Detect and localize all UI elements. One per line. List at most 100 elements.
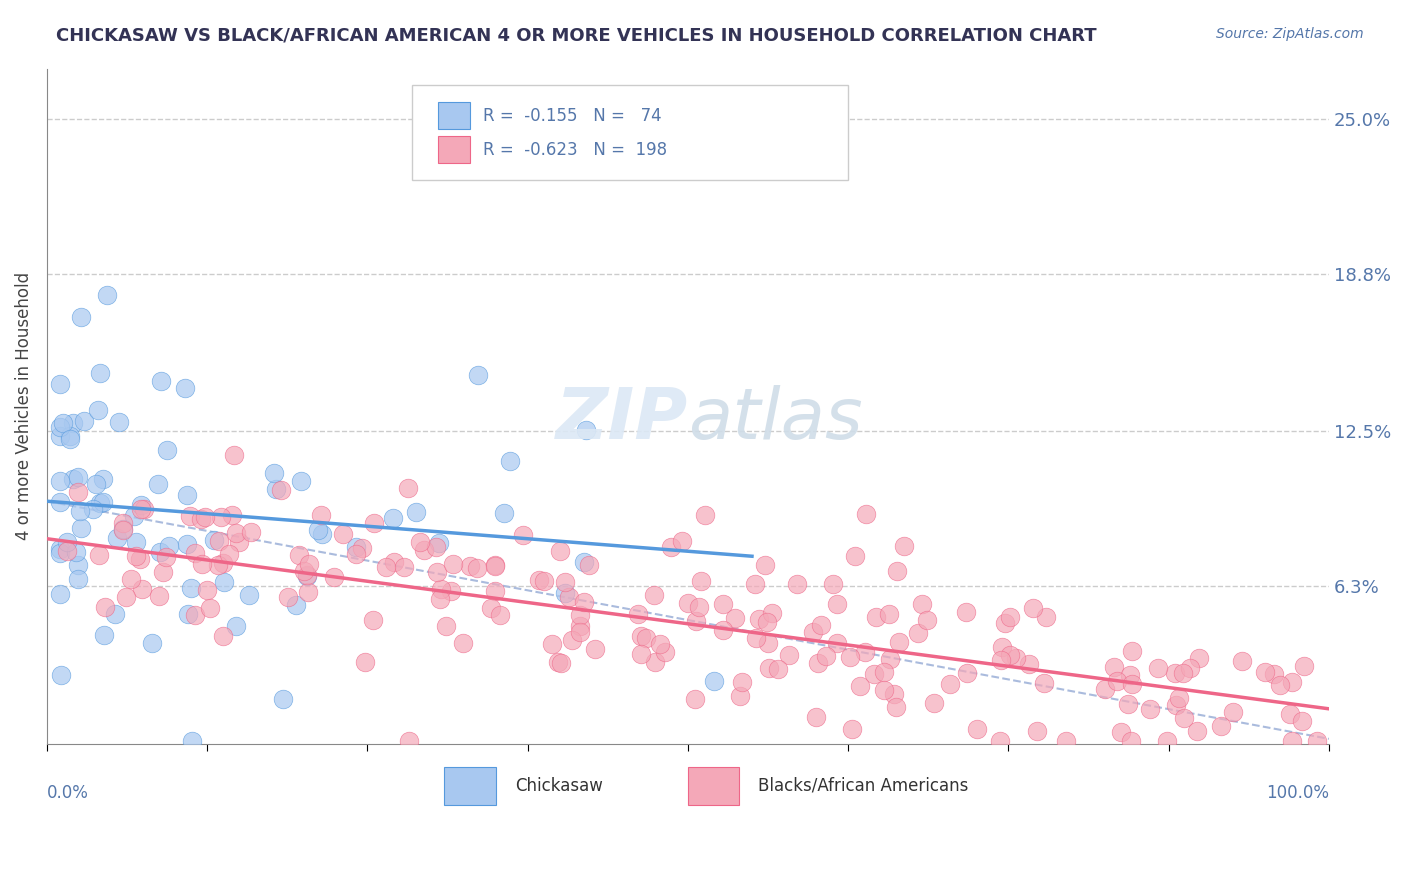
Text: Chickasaw: Chickasaw xyxy=(515,777,603,795)
Point xyxy=(558,591,581,605)
Point xyxy=(988,734,1011,748)
Point xyxy=(1164,665,1187,680)
Point xyxy=(872,665,894,680)
Point xyxy=(69,504,91,518)
Point xyxy=(703,673,725,688)
Point xyxy=(685,614,707,628)
Point xyxy=(148,589,170,603)
Point xyxy=(396,482,419,496)
Point xyxy=(1270,678,1292,692)
Point xyxy=(574,595,596,609)
Point xyxy=(440,584,463,599)
Point xyxy=(731,674,754,689)
FancyBboxPatch shape xyxy=(412,86,848,180)
Point xyxy=(650,637,672,651)
Point xyxy=(683,691,706,706)
Point xyxy=(465,560,488,574)
Point xyxy=(689,574,711,588)
Point xyxy=(212,574,235,589)
Point xyxy=(815,649,838,664)
Point xyxy=(636,632,658,646)
Point xyxy=(877,607,900,621)
Point xyxy=(89,496,111,510)
Point xyxy=(1281,675,1303,690)
Point xyxy=(225,526,247,541)
Point xyxy=(654,645,676,659)
Point xyxy=(146,476,169,491)
Point xyxy=(561,633,583,648)
Point xyxy=(62,416,84,430)
Point xyxy=(1222,706,1244,720)
Point xyxy=(65,545,87,559)
Point xyxy=(823,577,845,591)
Point xyxy=(1094,682,1116,697)
Text: R =  -0.623   N =  198: R = -0.623 N = 198 xyxy=(482,141,666,159)
Point xyxy=(295,567,318,582)
Point xyxy=(1107,674,1129,689)
Point xyxy=(1139,702,1161,716)
Point xyxy=(392,560,415,574)
Point xyxy=(467,368,489,382)
Point xyxy=(191,557,214,571)
Point xyxy=(426,565,449,579)
Point xyxy=(141,635,163,649)
Point xyxy=(839,650,862,665)
Text: 100.0%: 100.0% xyxy=(1265,784,1329,802)
Point xyxy=(129,552,152,566)
Point xyxy=(228,534,250,549)
Point xyxy=(848,679,870,693)
Point xyxy=(354,656,377,670)
Point xyxy=(62,472,84,486)
Point xyxy=(96,288,118,302)
Point xyxy=(907,625,929,640)
Point xyxy=(218,547,240,561)
Point xyxy=(93,627,115,641)
Point xyxy=(1156,734,1178,748)
Point xyxy=(409,535,432,549)
Point xyxy=(209,510,232,524)
Point xyxy=(295,569,318,583)
Point xyxy=(755,615,778,629)
Point xyxy=(1000,648,1022,662)
Point xyxy=(89,367,111,381)
Point xyxy=(398,734,420,748)
Point xyxy=(91,495,114,509)
Point xyxy=(578,558,600,573)
Point xyxy=(1022,600,1045,615)
Point xyxy=(807,656,830,670)
Point xyxy=(434,619,457,633)
Point xyxy=(441,557,464,571)
Point xyxy=(583,642,606,657)
Point xyxy=(208,533,231,548)
Point xyxy=(956,665,979,680)
Point xyxy=(643,588,665,602)
Point xyxy=(194,509,217,524)
Point xyxy=(195,583,218,598)
Point xyxy=(332,526,354,541)
Point xyxy=(568,608,591,623)
Point xyxy=(575,423,598,437)
Point xyxy=(429,582,451,596)
Point xyxy=(711,598,734,612)
Point xyxy=(630,647,652,661)
Point xyxy=(425,540,447,554)
Point xyxy=(484,583,506,598)
Text: atlas: atlas xyxy=(688,385,862,454)
Point xyxy=(1294,659,1316,673)
Point xyxy=(290,474,312,488)
Point xyxy=(745,631,768,645)
Point xyxy=(778,648,800,663)
Point xyxy=(277,590,299,604)
Point xyxy=(990,653,1012,667)
Point xyxy=(48,495,70,509)
Point xyxy=(176,537,198,551)
Point xyxy=(1005,650,1028,665)
Point xyxy=(87,548,110,562)
Point xyxy=(297,584,319,599)
Point xyxy=(884,699,907,714)
Point xyxy=(723,611,745,625)
Point xyxy=(48,420,70,434)
Point xyxy=(70,521,93,535)
Point xyxy=(688,600,710,615)
Point xyxy=(1306,734,1329,748)
